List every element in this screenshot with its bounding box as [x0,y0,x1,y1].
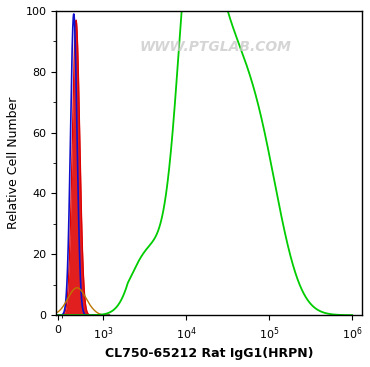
Y-axis label: Relative Cell Number: Relative Cell Number [7,97,20,229]
Text: WWW.PTGLAB.COM: WWW.PTGLAB.COM [139,40,291,54]
X-axis label: CL750-65212 Rat IgG1(HRPN): CL750-65212 Rat IgG1(HRPN) [105,347,313,360]
